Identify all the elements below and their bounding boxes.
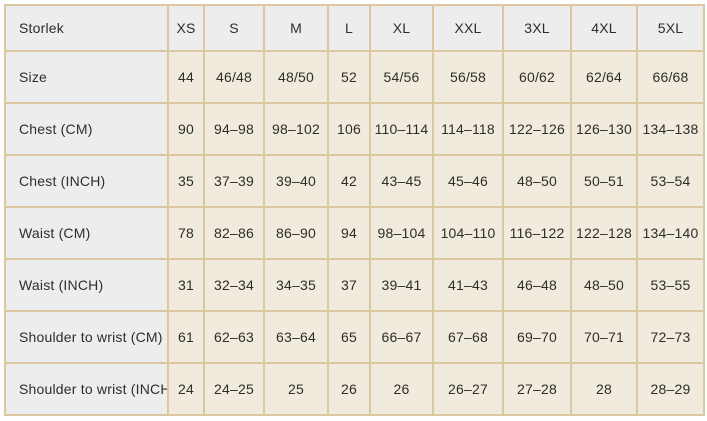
data-cell: 94 [327,206,371,260]
row-label: Shoulder to wrist (INCH) [4,362,169,416]
data-cell: 45–46 [432,154,504,208]
data-cell: 31 [167,258,205,312]
data-cell: 48/50 [263,50,329,104]
data-cell: 48–50 [570,258,638,312]
data-cell: 126–130 [570,102,638,156]
data-cell: 65 [327,310,371,364]
size-chart-table: Storlek XS S M L XL XXL 3XL 4XL 5XL Size… [4,4,705,416]
data-cell: 70–71 [570,310,638,364]
data-cell: 134–138 [636,102,705,156]
data-cell: 134–140 [636,206,705,260]
row-label: Chest (CM) [4,102,169,156]
data-cell: 116–122 [502,206,572,260]
data-cell: 52 [327,50,371,104]
header-cell-l: L [327,4,371,52]
data-cell: 86–90 [263,206,329,260]
data-cell: 35 [167,154,205,208]
header-cell-5xl: 5XL [636,4,705,52]
data-cell: 98–102 [263,102,329,156]
table-row-chest-cm: Chest (CM) 90 94–98 98–102 106 110–114 1… [4,102,705,156]
data-cell: 44 [167,50,205,104]
header-cell-xs: XS [167,4,205,52]
table-row-size: Size 44 46/48 48/50 52 54/56 56/58 60/62… [4,50,705,104]
data-cell: 72–73 [636,310,705,364]
data-cell: 42 [327,154,371,208]
data-cell: 26 [327,362,371,416]
data-cell: 114–118 [432,102,504,156]
data-cell: 26–27 [432,362,504,416]
row-label: Waist (CM) [4,206,169,260]
data-cell: 37–39 [203,154,265,208]
header-cell-xxl: XXL [432,4,504,52]
data-cell: 110–114 [369,102,434,156]
header-cell-s: S [203,4,265,52]
header-cell-3xl: 3XL [502,4,572,52]
data-cell: 82–86 [203,206,265,260]
data-cell: 32–34 [203,258,265,312]
table-row-waist-inch: Waist (INCH) 31 32–34 34–35 37 39–41 41–… [4,258,705,312]
data-cell: 56/58 [432,50,504,104]
data-cell: 104–110 [432,206,504,260]
data-cell: 39–40 [263,154,329,208]
data-cell: 28–29 [636,362,705,416]
data-cell: 122–126 [502,102,572,156]
data-cell: 46–48 [502,258,572,312]
header-cell-xl: XL [369,4,434,52]
header-cell-4xl: 4XL [570,4,638,52]
data-cell: 98–104 [369,206,434,260]
data-cell: 48–50 [502,154,572,208]
data-cell: 53–55 [636,258,705,312]
data-cell: 106 [327,102,371,156]
row-label: Size [4,50,169,104]
data-cell: 25 [263,362,329,416]
data-cell: 62–63 [203,310,265,364]
data-cell: 66/68 [636,50,705,104]
row-label: Shoulder to wrist (CM) [4,310,169,364]
data-cell: 63–64 [263,310,329,364]
data-cell: 61 [167,310,205,364]
data-cell: 24–25 [203,362,265,416]
table-row-shoulder-inch: Shoulder to wrist (INCH) 24 24–25 25 26 … [4,362,705,416]
header-label: Storlek [4,4,169,52]
data-cell: 66–67 [369,310,434,364]
data-cell: 54/56 [369,50,434,104]
data-cell: 26 [369,362,434,416]
header-cell-m: M [263,4,329,52]
row-label: Chest (INCH) [4,154,169,208]
data-cell: 69–70 [502,310,572,364]
data-cell: 37 [327,258,371,312]
data-cell: 34–35 [263,258,329,312]
data-cell: 27–28 [502,362,572,416]
data-cell: 53–54 [636,154,705,208]
data-cell: 24 [167,362,205,416]
header-row: Storlek XS S M L XL XXL 3XL 4XL 5XL [4,4,705,52]
data-cell: 94–98 [203,102,265,156]
data-cell: 41–43 [432,258,504,312]
table-row-shoulder-cm: Shoulder to wrist (CM) 61 62–63 63–64 65… [4,310,705,364]
data-cell: 90 [167,102,205,156]
data-cell: 67–68 [432,310,504,364]
data-cell: 43–45 [369,154,434,208]
data-cell: 78 [167,206,205,260]
data-cell: 46/48 [203,50,265,104]
data-cell: 39–41 [369,258,434,312]
data-cell: 122–128 [570,206,638,260]
data-cell: 50–51 [570,154,638,208]
data-cell: 62/64 [570,50,638,104]
data-cell: 60/62 [502,50,572,104]
row-label: Waist (INCH) [4,258,169,312]
table-row-waist-cm: Waist (CM) 78 82–86 86–90 94 98–104 104–… [4,206,705,260]
table-row-chest-inch: Chest (INCH) 35 37–39 39–40 42 43–45 45–… [4,154,705,208]
data-cell: 28 [570,362,638,416]
